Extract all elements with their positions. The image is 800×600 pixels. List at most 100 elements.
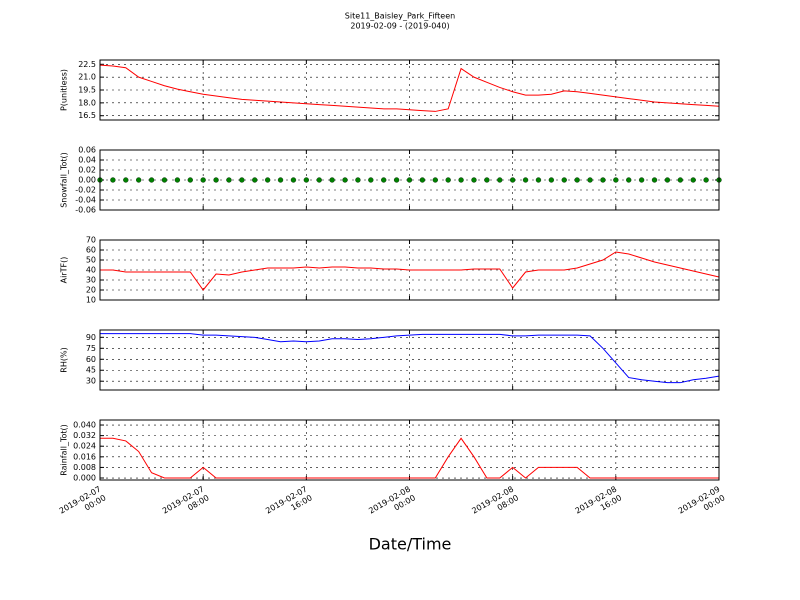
y-tick-label: 0.02 [78,166,96,175]
y-axis-label: AirTF() [60,257,69,284]
plot-frame [99,329,720,391]
data-point [677,177,683,183]
data-point [548,177,555,183]
y-tick-label: 21.0 [78,73,96,82]
data-point [277,177,284,183]
data-point [445,177,451,183]
plot-frame [99,149,720,211]
data-point [664,177,671,183]
y-tick-label: 0.016 [73,452,96,461]
x-tick-label: 2019-02-0700:00 [57,484,107,524]
data-point [419,177,426,183]
data-point [381,177,387,183]
data-line [100,437,719,479]
plot-frame [99,239,720,301]
y-tick-label: 60 [86,355,96,364]
y-axis-label: Rainfall_Tot() [60,424,69,476]
data-point [535,177,542,183]
data-point [522,177,529,183]
data-point [600,177,606,183]
data-point [264,177,271,183]
data-line [99,64,720,112]
y-tick-label: 10 [86,296,96,305]
data-point [432,177,438,183]
x-axis-label: Date/Time [369,535,452,554]
y-tick-label: 30 [86,276,96,285]
data-line [100,251,720,291]
data-point [290,177,297,183]
data-point [484,177,490,183]
data-point [252,177,258,183]
y-tick-label: 18.0 [78,98,96,107]
y-tick-label: 90 [86,333,96,342]
data-point [303,177,309,183]
y-tick-label: 22.5 [78,60,96,69]
y-tick-label: 0.000 [73,474,96,483]
y-tick-label: 0.008 [73,463,96,472]
x-tick-label: 2019-02-0800:00 [367,484,417,524]
y-tick-label: 19.5 [78,86,96,95]
data-point [393,177,400,183]
x-tick-label: 2019-02-0716:00 [264,484,314,524]
data-point [703,177,709,183]
chart-subtitle: 2019-02-09 - (2019-040) [350,22,449,31]
data-point [471,177,477,183]
plot-frame [99,59,720,121]
data-point [651,177,658,183]
data-point [574,177,580,183]
data-point [587,177,593,183]
y-axis-label: Snowfall_Tot() [60,152,69,208]
data-point [161,177,168,183]
data-point [458,177,464,183]
data-point [368,177,374,183]
y-tick-label: 70 [86,236,96,245]
data-point [690,177,696,183]
data-point [239,177,245,183]
data-point [200,177,206,183]
data-point [148,177,155,183]
y-tick-label: 0.032 [73,431,96,440]
y-axis-label: RH(%) [60,347,69,372]
plot-frame [99,419,720,481]
data-point [613,177,619,183]
data-point [110,177,116,183]
data-point [510,177,516,183]
data-point [561,177,567,183]
data-point [136,177,142,183]
data-point [187,177,193,183]
data-point [316,177,322,183]
data-point [626,177,632,183]
x-tick-label: 2019-02-0900:00 [676,484,726,524]
y-tick-label: 50 [86,256,96,265]
y-tick-label: -0.04 [75,196,96,205]
data-point [329,177,335,183]
x-tick-label: 2019-02-0808:00 [470,484,520,524]
y-tick-label: 45 [86,366,96,375]
y-tick-label: 0.040 [73,421,96,430]
y-tick-label: 0.00 [78,176,96,185]
data-point [638,177,645,183]
y-tick-label: -0.06 [75,206,96,215]
y-axis-label: P(unitless) [60,69,69,111]
y-tick-label: 30 [86,377,96,386]
data-line [100,333,720,384]
data-point [174,177,181,183]
y-tick-label: 75 [86,344,96,353]
data-point [226,177,232,183]
y-tick-label: 0.06 [78,146,96,155]
data-point [123,177,129,183]
data-point [342,177,348,183]
y-tick-label: 16.5 [78,111,96,120]
y-tick-label: -0.02 [75,186,96,195]
data-point [497,177,503,183]
x-tick-label: 2019-02-0708:00 [161,484,211,524]
y-tick-label: 20 [86,286,96,295]
chart-title: Site11_Baisley_Park_Fifteen [345,12,455,21]
y-tick-label: 0.024 [73,442,96,451]
y-tick-label: 0.04 [78,156,96,165]
y-tick-label: 40 [86,266,96,275]
data-point [406,177,413,183]
data-point [213,177,219,183]
y-tick-label: 60 [86,246,96,255]
